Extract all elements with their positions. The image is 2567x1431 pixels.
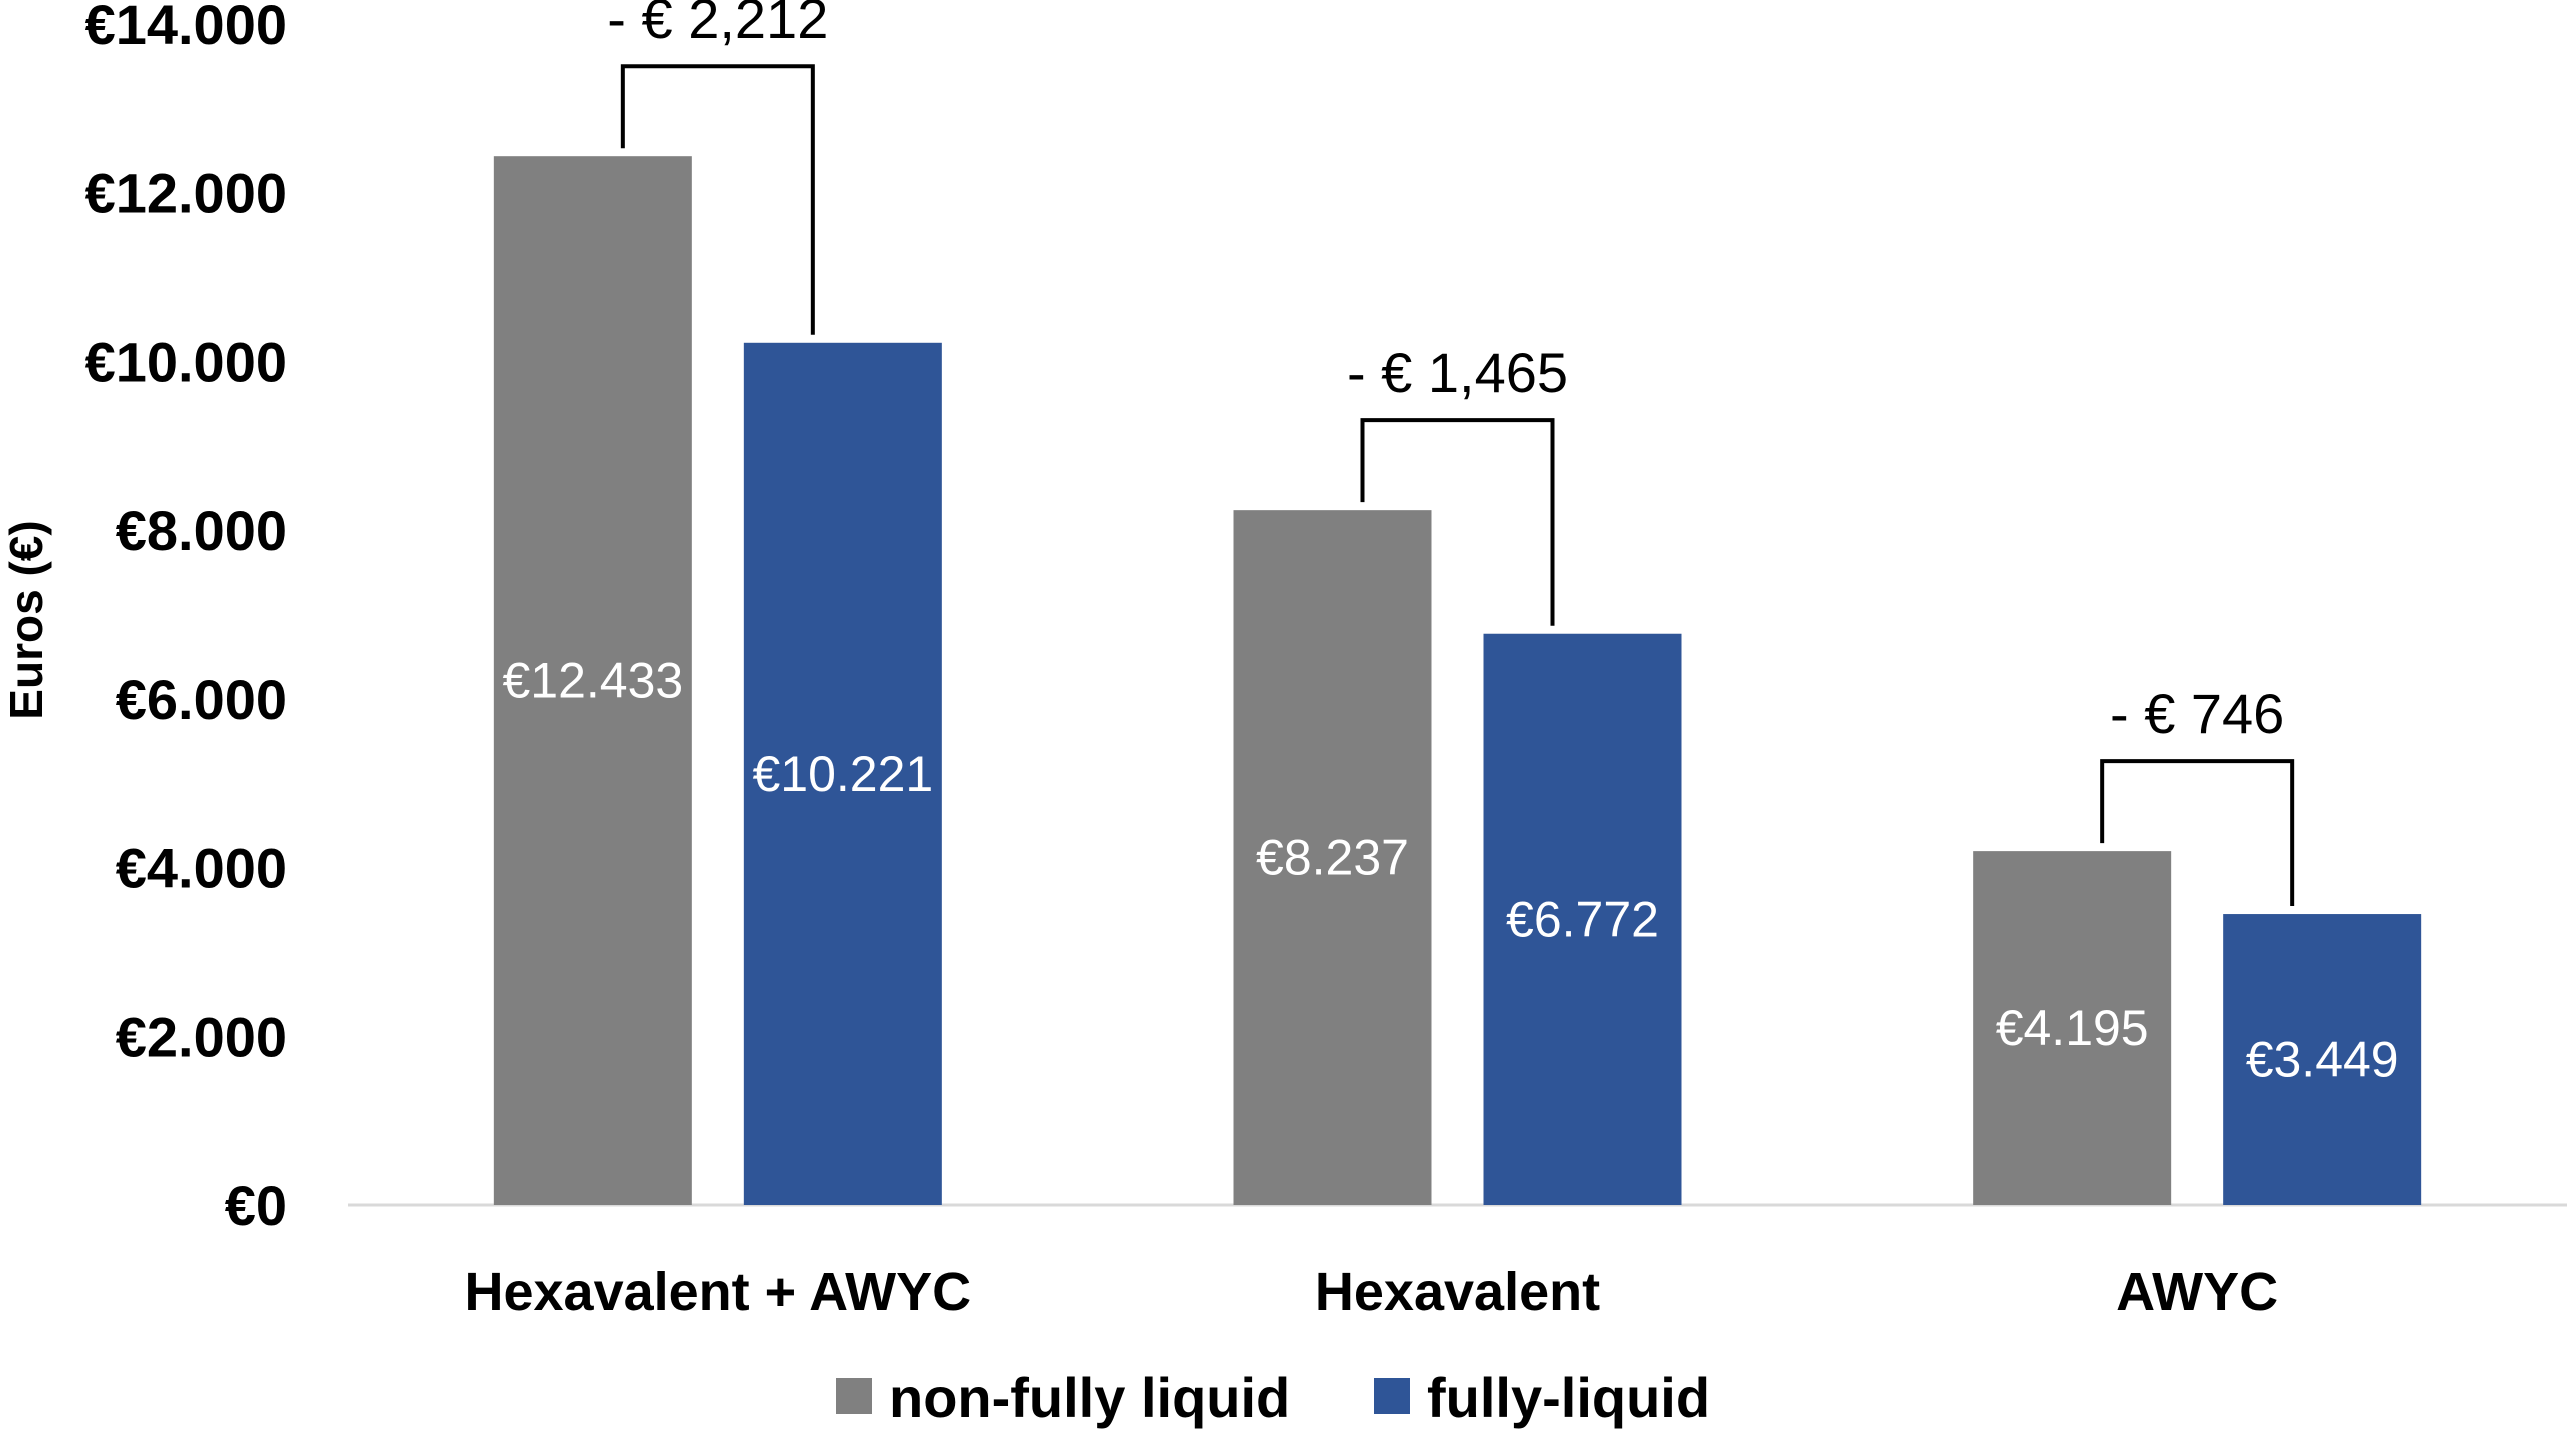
- legend-swatch: [836, 1378, 872, 1414]
- legend-label: fully-liquid: [1427, 1366, 1710, 1429]
- difference-bracket: [1360, 418, 1555, 626]
- bar-fully-liquid: [1483, 633, 1682, 1205]
- difference-bracket: [2100, 759, 2295, 907]
- category-labels: Hexavalent + AWYC Hexavalent AWYC: [464, 1262, 2278, 1322]
- y-tick-label: €0: [225, 1174, 287, 1237]
- y-tick-label: €2.000: [116, 1005, 287, 1068]
- data-label: €6.772: [1506, 891, 1659, 947]
- bars: €12.433 €10.221 €8.237 €6.772 €4.195 €3.449: [493, 156, 2422, 1206]
- difference-label: - € 1,465: [1347, 341, 1568, 404]
- y-tick-label: €8.000: [116, 499, 287, 562]
- difference-bracket: [620, 64, 815, 335]
- bar-non-fully-liquid: [1973, 851, 2172, 1205]
- y-axis-ticks: €0 €2.000 €4.000 €6.000 €8.000 €10.000 €12.000…: [85, 0, 287, 1237]
- legend-swatch: [1374, 1378, 1410, 1414]
- difference-brackets: - € 2,212 - € 1,465 - € 746: [607, 0, 2295, 907]
- x-category-label: Hexavalent + AWYC: [464, 1262, 971, 1322]
- bar-fully-liquid: [743, 342, 942, 1205]
- x-category-label: Hexavalent: [1315, 1262, 1600, 1322]
- data-label: €8.237: [1256, 830, 1409, 886]
- y-tick-label: €10.000: [85, 330, 287, 393]
- legend: non-fully liquid fully-liquid: [836, 1366, 1710, 1429]
- bar-non-fully-liquid: [493, 156, 692, 1206]
- difference-label: - € 2,212: [607, 0, 828, 50]
- data-label: €3.449: [2246, 1032, 2399, 1088]
- y-tick-label: €4.000: [116, 837, 287, 900]
- bar-fully-liquid: [2223, 914, 2422, 1205]
- data-label: €12.433: [502, 653, 683, 709]
- bar-non-fully-liquid: [1233, 510, 1432, 1205]
- y-axis-label: Euros (€): [0, 520, 52, 719]
- data-label: €4.195: [1996, 1000, 2149, 1056]
- legend-label: non-fully liquid: [889, 1366, 1290, 1429]
- y-tick-label: €6.000: [116, 668, 287, 731]
- y-tick-label: €14.000: [85, 0, 287, 56]
- data-label: €10.221: [752, 746, 933, 802]
- difference-label: - € 746: [2110, 682, 2284, 745]
- x-category-label: AWYC: [2116, 1262, 2278, 1322]
- y-tick-label: €12.000: [85, 162, 287, 225]
